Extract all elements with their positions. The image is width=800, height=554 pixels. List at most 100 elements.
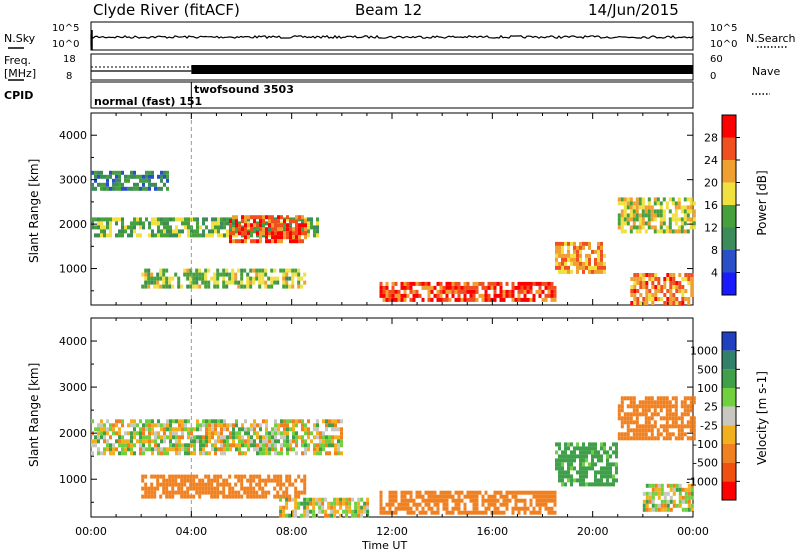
velocity-cell [205, 431, 208, 436]
power-cell [683, 213, 687, 218]
velocity-cell [499, 490, 503, 495]
power-cell [689, 217, 693, 222]
power-cell [686, 217, 690, 222]
velocity-cell [144, 490, 148, 495]
velocity-cell [647, 396, 651, 401]
velocity-cell [418, 510, 422, 515]
power-cell [382, 293, 386, 298]
power-cell [677, 225, 681, 230]
velocity-cell [594, 470, 597, 475]
velocity-cell [210, 490, 214, 495]
velocity-cell [684, 499, 688, 504]
velocity-cell [668, 412, 672, 417]
power-cell [205, 217, 208, 222]
power-cell [252, 276, 256, 281]
power-cell [418, 281, 422, 286]
power-cell [271, 239, 274, 244]
velocity-cell [626, 412, 630, 417]
velocity-cell [532, 494, 536, 499]
velocity-cell [222, 490, 226, 495]
power-cell [654, 273, 658, 277]
power-cell [241, 227, 244, 232]
power-cell [669, 273, 673, 277]
power-cell [214, 217, 217, 222]
velocity-cell [681, 495, 685, 500]
power-cell [199, 225, 202, 230]
power-cell [668, 225, 672, 230]
power-cell [262, 227, 265, 232]
velocity-cell [561, 462, 564, 467]
power-cell [567, 269, 570, 274]
velocity-cell [285, 494, 289, 499]
power-cell [588, 245, 591, 250]
velocity-cell [253, 431, 256, 436]
velocity-cell [558, 462, 561, 467]
velocity-cell [255, 482, 259, 487]
velocity-cell [238, 451, 241, 456]
power-ytick-label: 1000 [59, 263, 87, 276]
velocity-cell [318, 509, 322, 514]
velocity-cell [271, 427, 274, 432]
power-cell [674, 213, 678, 218]
velocity-cell [671, 416, 675, 421]
velocity-cell [247, 427, 250, 432]
velocity-cell [665, 424, 669, 429]
velocity-cell [354, 513, 358, 518]
power-cell [246, 280, 250, 285]
power-cell [243, 268, 247, 273]
velocity-cell [570, 442, 573, 447]
velocity-cell [615, 442, 618, 447]
power-cell [567, 249, 570, 254]
power-cell [160, 221, 163, 226]
power-cell [265, 215, 268, 220]
velocity-cell [265, 435, 268, 440]
power-cell [632, 217, 636, 222]
velocity-cell [204, 486, 208, 491]
velocity-cell [642, 499, 646, 504]
velocity-cell [292, 423, 295, 428]
power-cell [136, 221, 139, 226]
velocity-cell [520, 498, 524, 503]
power-cell [261, 272, 265, 277]
velocity-cell [186, 486, 190, 491]
velocity-cell [268, 443, 271, 448]
velocity-cell [409, 506, 413, 511]
power-cell [517, 281, 521, 286]
power-cell [259, 227, 262, 232]
power-cell [671, 217, 675, 222]
velocity-cell [246, 494, 250, 499]
velocity-cell [253, 439, 256, 444]
velocity-cell [153, 490, 157, 495]
velocity-cell [220, 419, 223, 424]
velocity-cell [481, 494, 485, 499]
velocity-cell [496, 510, 500, 515]
power-cell [291, 280, 295, 285]
power-cell [617, 213, 621, 218]
power-region-2 [141, 268, 307, 289]
velocity-colorbar-swatch [722, 350, 736, 370]
power-cell [198, 276, 202, 281]
velocity-cell [585, 466, 588, 471]
velocity-cell [538, 506, 542, 511]
velocity-cell [283, 431, 286, 436]
velocity-cell [532, 490, 536, 495]
power-cell [187, 217, 190, 222]
velocity-cell [683, 432, 687, 437]
velocity-cell [223, 443, 226, 448]
velocity-cell [268, 431, 271, 436]
power-region-1 [229, 215, 307, 244]
power-cell [678, 281, 682, 285]
velocity-cell [226, 439, 229, 444]
power-cell [514, 297, 518, 302]
velocity-cell [297, 505, 301, 510]
power-cell [668, 229, 672, 234]
velocity-cell [339, 513, 343, 518]
power-cell [550, 297, 554, 302]
velocity-cell [309, 497, 313, 502]
power-cell [298, 215, 301, 220]
power-cell [165, 276, 169, 281]
velocity-cell [330, 513, 334, 518]
velocity-cell [232, 427, 235, 432]
velocity-cell [316, 423, 319, 428]
power-cell [130, 174, 133, 179]
